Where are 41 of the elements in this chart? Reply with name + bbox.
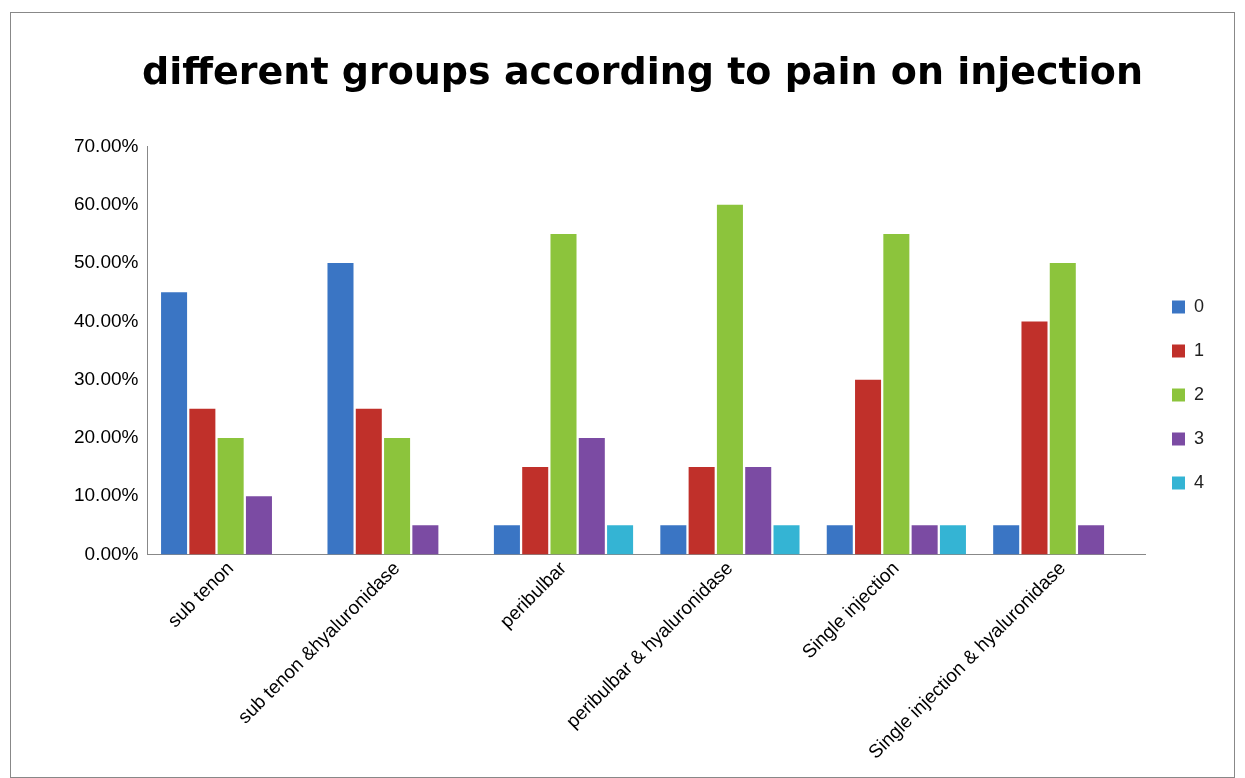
bar: [493, 525, 520, 555]
legend-label: 4: [1193, 471, 1204, 492]
y-tick-label: 10.00%: [73, 484, 139, 506]
legend-label: 2: [1193, 383, 1204, 404]
legend-label: 0: [1193, 295, 1204, 316]
bar: [607, 525, 634, 555]
y-tick-label: 30.00%: [73, 367, 139, 389]
y-tick-label: 40.00%: [73, 309, 139, 331]
bar: [355, 408, 382, 555]
bar: [1021, 321, 1048, 555]
bar: [716, 204, 743, 555]
bar: [826, 525, 853, 555]
bar: [522, 467, 549, 555]
bar: [883, 233, 910, 555]
bar: [1049, 263, 1076, 555]
bar: [412, 525, 439, 555]
bar: [745, 467, 772, 555]
bar: [578, 437, 605, 555]
bar: [773, 525, 800, 555]
bar: [1078, 525, 1105, 555]
chart-title: different groups according to pain on injection: [142, 48, 1143, 93]
bar: [855, 379, 882, 555]
bar: [245, 496, 272, 555]
y-tick-label: 20.00%: [73, 426, 139, 448]
bar: [911, 525, 938, 555]
bar: [993, 525, 1020, 555]
bar: [327, 263, 354, 555]
bar: [384, 437, 411, 555]
y-tick-label: 70.00%: [73, 134, 139, 156]
bar: [939, 525, 966, 555]
y-tick-label: 50.00%: [73, 251, 139, 273]
bar: [550, 233, 577, 555]
legend-label: 1: [1193, 339, 1204, 360]
bar: [217, 437, 244, 555]
bar: [688, 467, 715, 555]
bar: [161, 292, 188, 555]
y-tick-label: 0.00%: [84, 542, 139, 564]
y-tick-label: 60.00%: [73, 193, 139, 215]
bar: [189, 408, 216, 555]
bar: [660, 525, 687, 555]
legend-label: 3: [1193, 427, 1204, 448]
